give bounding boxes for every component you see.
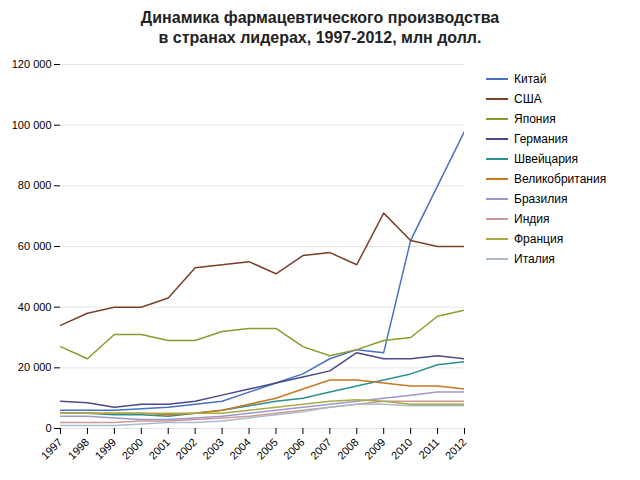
- html-text:Динамика фармацевтического про: Динамика фармацевтического производства: [140, 9, 500, 26]
- html-text:США: США: [514, 92, 542, 106]
- svg-text:2002: 2002: [173, 436, 199, 462]
- html-text:Швейцария: Швейцария: [514, 152, 578, 166]
- html-text:Индия: Индия: [514, 212, 550, 226]
- svg-text:1998: 1998: [66, 436, 92, 462]
- svg-text:1999: 1999: [92, 436, 118, 462]
- svg-text:2009: 2009: [362, 436, 388, 462]
- svg-text:2001: 2001: [146, 436, 172, 462]
- html-text:Италия: Италия: [514, 252, 555, 266]
- html-text:в странах лидерах, 1997-2012,: в странах лидерах, 1997-2012, млн долл.: [158, 29, 482, 46]
- html-text:Великобритания: Великобритания: [514, 172, 607, 186]
- svg-text:2004: 2004: [227, 436, 253, 462]
- html-text:Германия: Германия: [514, 132, 568, 146]
- svg-text:1997: 1997: [39, 436, 65, 462]
- svg-text:2012: 2012: [443, 436, 469, 462]
- html-text:Бразилия: Бразилия: [514, 192, 568, 206]
- svg-text:40 000: 40 000: [18, 301, 52, 313]
- svg-text:2008: 2008: [335, 436, 361, 462]
- svg-text:2000: 2000: [119, 436, 145, 462]
- svg-text:120 000: 120 000: [12, 58, 52, 70]
- html-text:Франция: Франция: [514, 232, 564, 246]
- svg-text:100 000: 100 000: [12, 119, 52, 131]
- svg-text:2003: 2003: [200, 436, 226, 462]
- svg-text:2010: 2010: [389, 436, 415, 462]
- html-text:Япония: Япония: [514, 112, 556, 126]
- svg-text:80 000: 80 000: [18, 179, 52, 191]
- svg-text:2007: 2007: [308, 436, 334, 462]
- svg-text:2006: 2006: [281, 436, 307, 462]
- svg-text:2005: 2005: [254, 436, 280, 462]
- svg-text:60 000: 60 000: [18, 240, 52, 252]
- svg-text:0: 0: [45, 422, 51, 434]
- svg-text:2011: 2011: [416, 436, 441, 461]
- html-text:Китай: Китай: [514, 72, 547, 86]
- svg-text:20 000: 20 000: [18, 361, 52, 373]
